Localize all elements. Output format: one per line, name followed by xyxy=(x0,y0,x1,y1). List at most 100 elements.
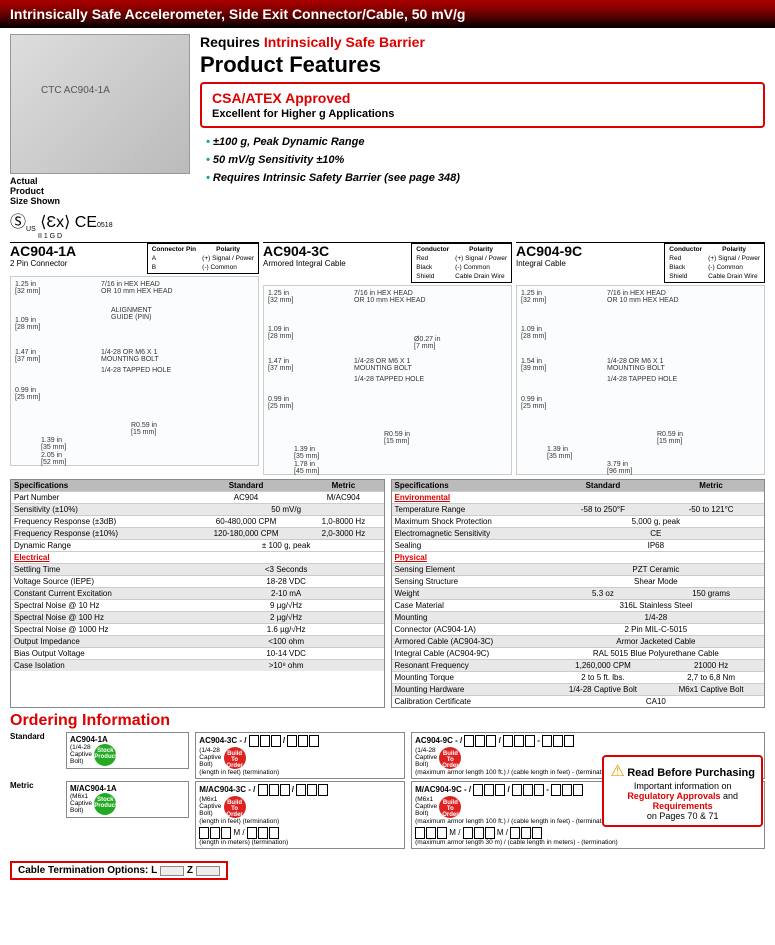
features-col: Requires Intrinsically Safe Barrier Prod… xyxy=(200,34,765,240)
spec-std: 1,260,000 CPM xyxy=(548,660,658,672)
spec-val: 10-14 VDC xyxy=(189,648,384,660)
spec-val: Armor Jacketed Cable xyxy=(548,636,764,648)
spec-label: Temperature Range xyxy=(392,504,548,516)
model-sub: Armored Integral Cable xyxy=(263,259,346,268)
spec-val: 316L Stainless Steel xyxy=(548,600,764,612)
warning-icon: ⚠ xyxy=(610,763,624,780)
model-name: AC904-3C xyxy=(263,243,346,259)
ordering-title: Ordering Information xyxy=(0,708,775,730)
spec-label: Electromagnetic Sensitivity xyxy=(392,528,548,540)
feature-bullet: ±100 g, Peak Dynamic Range xyxy=(206,136,765,148)
spec-table-left: SpecificationsStandardMetricPart NumberA… xyxy=(10,479,385,708)
product-features-title: Product Features xyxy=(200,52,765,78)
spec-met: 2,0-3000 Hz xyxy=(303,528,383,540)
cable-opt: L xyxy=(151,865,157,876)
spec-label: Dynamic Range xyxy=(11,540,189,552)
cable-opt: Z xyxy=(187,865,193,876)
spec-val: 2 Pin MIL-C-5015 xyxy=(548,624,764,636)
cable-icon xyxy=(196,866,220,876)
spec-label: Sensing Structure xyxy=(392,576,548,588)
spec-val: 2-10 mA xyxy=(189,588,384,600)
spec-val: RAL 5015 Blue Polyurethane Cable xyxy=(548,648,764,660)
order-cell: AC904-3C - / / (1/4-28 Captive Bolt) Bui… xyxy=(195,732,405,779)
spec-label: Part Number xyxy=(11,492,189,504)
cable-icon xyxy=(160,866,184,876)
spec-label: Spectral Noise @ 1000 Hz xyxy=(11,624,189,636)
spec-label: Integral Cable (AC904-9C) xyxy=(392,648,548,660)
order-sticker: Build To Order xyxy=(439,747,461,769)
spec-label: Case Material xyxy=(392,600,548,612)
model-AC904-3C: AC904-3CArmored Integral Cable ConductorP… xyxy=(263,242,512,475)
product-image xyxy=(10,34,190,174)
order-cell: M/AC904-3C - / / (M6x1 Captive Bolt) Bui… xyxy=(195,781,405,849)
spec-table-right: SpecificationsStandardMetricEnvironmenta… xyxy=(391,479,766,708)
spec-std: 60-480,000 CPM xyxy=(189,516,304,528)
spec-label: Armored Cable (AC904-3C) xyxy=(392,636,548,648)
ordering-grid: StandardAC904-1A(1/4-28 Captive Bolt) St… xyxy=(0,732,775,857)
dimension-diagram: 1.25 in [32 mm]7/16 in HEX HEAD OR 10 mm… xyxy=(10,276,259,466)
dimension-diagram: 1.25 in [32 mm]7/16 in HEX HEAD OR 10 mm… xyxy=(263,285,512,475)
spec-val: 5,000 g, peak xyxy=(548,516,764,528)
spec-std: AC904 xyxy=(189,492,304,504)
spec-label: Mounting xyxy=(392,612,548,624)
pin-table: ConductorPolarityRed(+) Signal / PowerBl… xyxy=(411,243,512,283)
spec-val: Shear Mode xyxy=(548,576,764,588)
top-section: Actual Product Size Shown ⓈUS ⟨Ɛx⟩ CE051… xyxy=(0,28,775,240)
spec-met: 150 grams xyxy=(658,588,764,600)
feature-bullets: ±100 g, Peak Dynamic Range 50 mV/g Sensit… xyxy=(200,136,765,184)
spec-val: PZT Ceramic xyxy=(548,564,764,576)
feature-bullet: 50 mV/g Sensitivity ±10% xyxy=(206,154,765,166)
model-sub: 2 Pin Connector xyxy=(10,259,76,268)
spec-met: -50 to 121°C xyxy=(658,504,764,516)
model-sub: Integral Cable xyxy=(516,259,582,268)
feature-bullet: Requires Intrinsic Safety Barrier (see p… xyxy=(206,172,765,184)
spec-std: 120-180,000 CPM xyxy=(189,528,304,540)
spec-met: M6x1 Captive Bolt xyxy=(658,684,764,696)
spec-val: <100 ohm xyxy=(189,636,384,648)
order-row-label: Standard xyxy=(10,732,60,741)
requires-line: Requires Intrinsically Safe Barrier xyxy=(200,34,765,50)
order-sticker: Build To Order xyxy=(439,796,461,818)
spec-std: 5.3 oz xyxy=(548,588,658,600)
cable-termination-options: Cable Termination Options: L Z xyxy=(10,861,228,880)
spec-label: Mounting Hardware xyxy=(392,684,548,696)
spec-val: CA10 xyxy=(548,696,764,708)
spec-label: Spectral Noise @ 100 Hz xyxy=(11,612,189,624)
spec-std: 1/4-28 Captive Bolt xyxy=(548,684,658,696)
spec-category: Electrical xyxy=(14,553,50,562)
model-AC904-9C: AC904-9CIntegral CableConductorPolarityR… xyxy=(516,242,765,475)
spec-val: 9 µg/√Hz xyxy=(189,600,384,612)
spec-label: Bias Output Voltage xyxy=(11,648,189,660)
page-header: Intrinsically Safe Accelerometer, Side E… xyxy=(0,0,775,28)
models-row: AC904-1A2 Pin ConnectorConnector PinPola… xyxy=(0,240,775,479)
spec-std: -58 to 250°F xyxy=(548,504,658,516)
spec-val: ± 100 g, peak xyxy=(189,540,384,552)
spec-label: Frequency Response (±10%) xyxy=(11,528,189,540)
spec-met: 1,0-8000 Hz xyxy=(303,516,383,528)
model-name: AC904-1A xyxy=(10,243,76,259)
dimension-diagram: 1.25 in [32 mm]7/16 in HEX HEAD OR 10 mm… xyxy=(516,285,765,475)
csa-sub: Excellent for Higher g Applications xyxy=(212,108,753,120)
spec-val: >10⁸ ohm xyxy=(189,660,384,672)
csa-approved: CSA/ATEX Approved xyxy=(212,90,753,106)
spec-val: CE xyxy=(548,528,764,540)
spec-label: Weight xyxy=(392,588,548,600)
order-sticker: Stock Product xyxy=(94,793,116,815)
spec-label: Constant Current Excitation xyxy=(11,588,189,600)
spec-label: Settling Time xyxy=(11,564,189,576)
spec-label: Voltage Source (IEPE) xyxy=(11,576,189,588)
size-note: Actual Product Size Shown xyxy=(10,176,200,206)
order-sticker: Stock Product xyxy=(94,744,116,766)
spec-val: 1/4-28 xyxy=(548,612,764,624)
spec-category: Physical xyxy=(395,553,427,562)
model-AC904-1A: AC904-1A2 Pin ConnectorConnector PinPola… xyxy=(10,242,259,475)
order-row-label: Metric xyxy=(10,781,60,790)
spec-val: 18-28 VDC xyxy=(189,576,384,588)
product-image-col: Actual Product Size Shown ⓈUS ⟨Ɛx⟩ CE051… xyxy=(10,34,200,240)
specifications: SpecificationsStandardMetricPart NumberA… xyxy=(0,479,775,708)
spec-label: Calibration Certificate xyxy=(392,696,548,708)
approval-box: CSA/ATEX Approved Excellent for Higher g… xyxy=(200,82,765,128)
spec-category: Environmental xyxy=(395,493,451,502)
spec-val: 1.6 µg/√Hz xyxy=(189,624,384,636)
spec-label: Mounting Torque xyxy=(392,672,548,684)
